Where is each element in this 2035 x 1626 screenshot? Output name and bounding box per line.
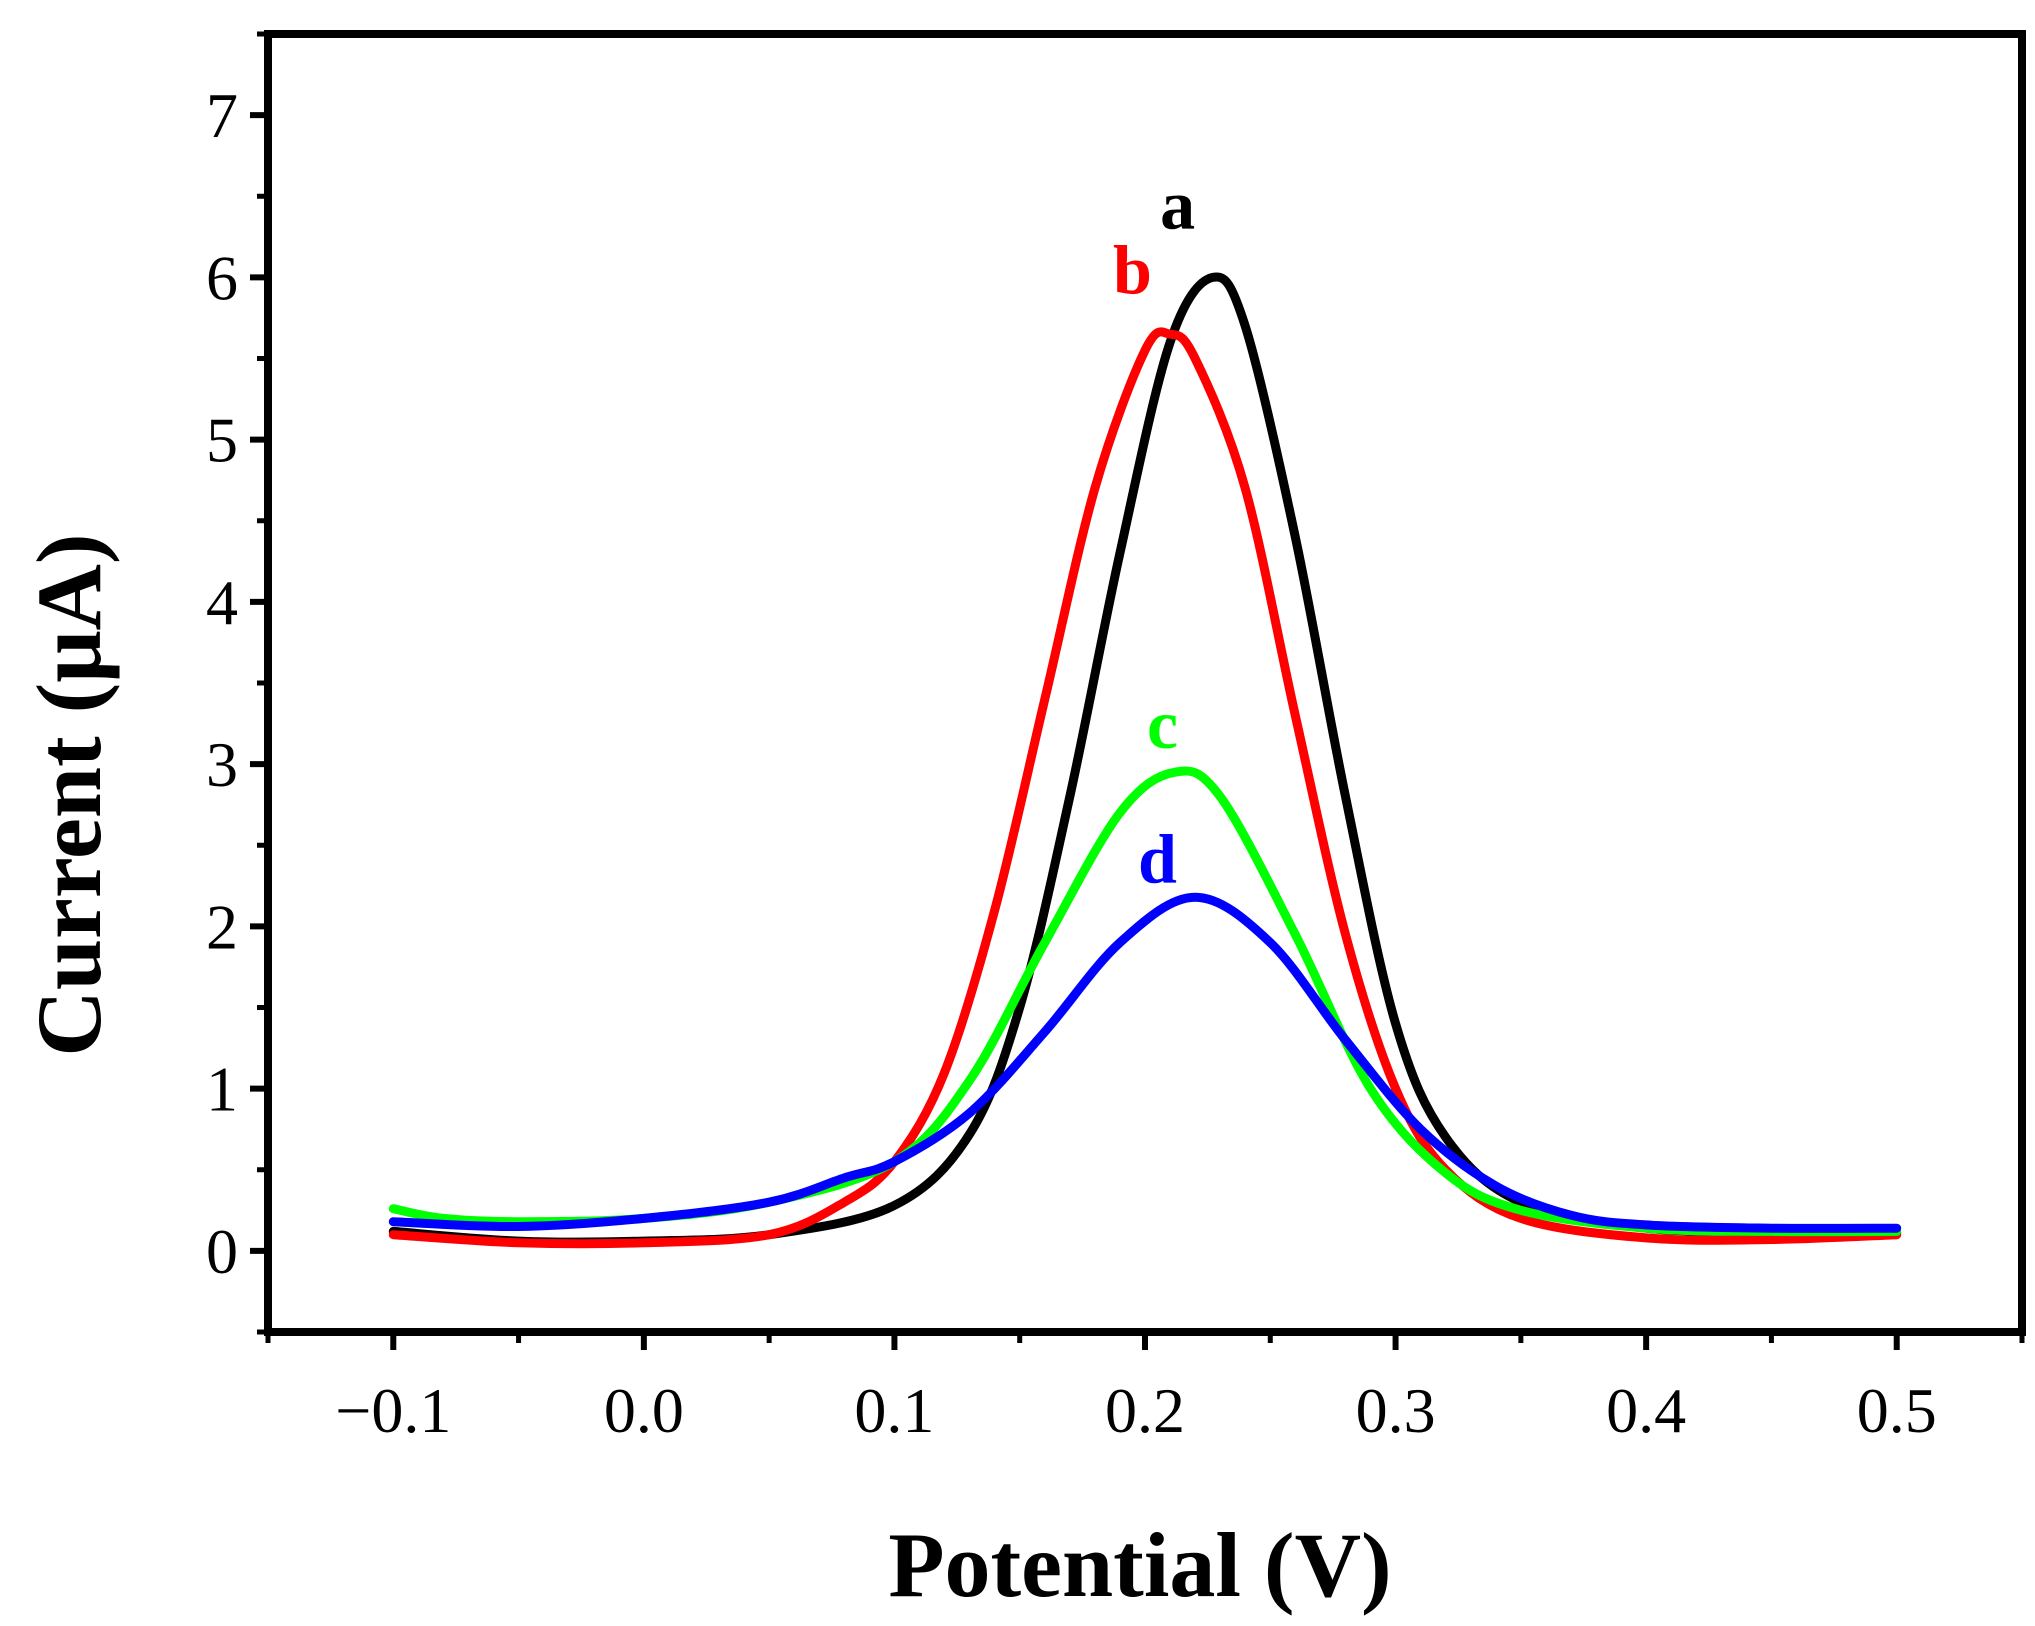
y-axis-title: Current (μA) [18, 533, 120, 1056]
x-tick-label: 0.1 [854, 1375, 934, 1446]
x-tick-label: 0.5 [1857, 1375, 1937, 1446]
series-line-a [388, 272, 1902, 1247]
series-line-d [388, 892, 1902, 1233]
annotation-group: ab cd [1113, 168, 1195, 899]
x-axis-title: Potential (V) [888, 1514, 1391, 1616]
y-tick-label: 0 [206, 1216, 238, 1287]
curve-label-d: d [1138, 822, 1177, 899]
curve-label-a: a [1160, 168, 1195, 245]
y-tick-label: 1 [206, 1054, 238, 1125]
y-tick-label: 4 [206, 567, 238, 638]
x-tick-label: 0.0 [604, 1375, 684, 1446]
y-axis-ticks: 0 1 2 3 4 5 6 7 [206, 31, 268, 1335]
y-tick-label: 7 [206, 80, 238, 151]
plot-frame [264, 30, 2026, 1336]
y-tick-label: 6 [206, 242, 238, 313]
x-tick-label: 0.3 [1356, 1375, 1436, 1446]
curve-label-b: b [1113, 233, 1152, 310]
x-tick-label: −0.1 [335, 1375, 451, 1446]
curve-label-c: c [1147, 687, 1178, 764]
y-tick-label: 2 [206, 891, 238, 962]
y-tick-label: 3 [206, 729, 238, 800]
y-tick-label: 5 [206, 405, 238, 476]
x-tick-label: 0.2 [1105, 1375, 1185, 1446]
x-axis-ticks: −0.1 0.0 0.1 0.2 0.3 0.4 0.5 [265, 1332, 2025, 1446]
x-tick-label: 0.4 [1606, 1375, 1686, 1446]
plot-frame-group [264, 30, 2026, 1336]
series-group [388, 272, 1902, 1249]
